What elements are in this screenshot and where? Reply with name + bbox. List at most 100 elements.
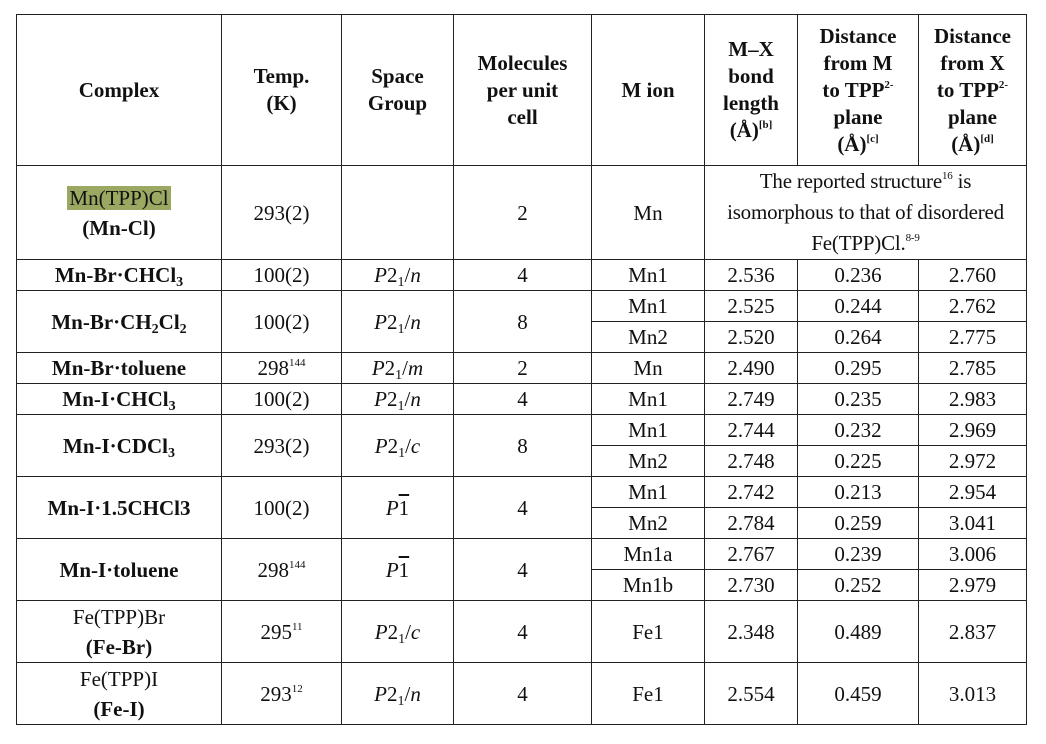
ion-cell: Mn [591, 352, 705, 384]
table-row: Mn-I·1.5CHCl3 100(2) P1 4 Mn1 2.742 0.21… [16, 476, 1027, 539]
space-group-cell: P21/c [341, 600, 454, 663]
distance-m-cell: 0.459 [797, 662, 919, 725]
distance-m-cell: 0.259 [797, 507, 919, 539]
complex-cell: Mn-Br·CHCl3 [16, 259, 222, 291]
distance-m-cell: 0.244 [797, 290, 919, 322]
note-cell: The reported structure16 is isomorphous t… [704, 165, 1027, 260]
distance-m-cell: 0.252 [797, 569, 919, 601]
temp-cell: 29312 [221, 662, 342, 725]
bond-length-cell: 2.767 [704, 538, 798, 570]
distance-x-cell: 2.972 [918, 445, 1027, 477]
distance-x-cell: 3.013 [918, 662, 1027, 725]
complex-cell: Mn-I·toluene [16, 538, 222, 601]
bond-length-cell: 2.554 [704, 662, 798, 725]
table-row: Fe(TPP)I (Fe-I) 29312 P21/n 4 Fe1 2.554 0… [16, 662, 1027, 725]
crystal-data-table: Complex Temp. (K) Space Group Molecules per… [16, 14, 1027, 725]
distance-m-cell: 0.235 [797, 383, 919, 415]
distance-x-cell: 2.954 [918, 476, 1027, 508]
bond-length-cell: 2.742 [704, 476, 798, 508]
molecules-cell: 2 [453, 352, 592, 384]
header-m-ion: M ion [591, 14, 705, 166]
temp-cell: 29511 [221, 600, 342, 663]
complex-cell: Mn-Br·CH2Cl2 [16, 290, 222, 353]
distance-x-cell: 2.837 [918, 600, 1027, 663]
temp-cell: 298144 [221, 538, 342, 601]
table-row: Mn-I·CDCl3 293(2) P21/c 8 Mn1 2.744 0.23… [16, 414, 1027, 477]
molecules-cell: 4 [453, 476, 592, 539]
ion-cell: Mn1 [591, 414, 705, 446]
distance-x-cell: 2.762 [918, 290, 1027, 322]
distance-m-cell: 0.236 [797, 259, 919, 291]
complex-cell: Fe(TPP)Br (Fe-Br) [16, 600, 222, 663]
table-row: Mn2 2.784 0.259 3.041 [17, 507, 1027, 539]
bond-length-cell: 2.490 [704, 352, 798, 384]
ion-cell: Fe1 [591, 662, 705, 725]
molecules-cell: 4 [453, 383, 592, 415]
temp-cell: 293(2) [221, 165, 342, 260]
ion-cell: Fe1 [591, 600, 705, 663]
table-row: Mn-Br·CHCl3 100(2) P21/n 4 Mn1 2.536 0.2… [16, 259, 1027, 291]
table-row: Mn-I·toluene 298144 P1 4 Mn1a 2.767 0.23… [16, 538, 1027, 601]
header-row: Complex Temp. (K) Space Group Molecules per… [16, 14, 1027, 166]
temp-cell: 100(2) [221, 476, 342, 539]
molecules-cell: 4 [453, 662, 592, 725]
header-temp: Temp. (K) [221, 14, 342, 166]
ion-cell: Mn1 [591, 476, 705, 508]
distance-x-cell: 2.775 [918, 321, 1027, 353]
distance-x-cell: 2.760 [918, 259, 1027, 291]
ion-cell: Mn2 [591, 445, 705, 477]
ion-cell: Mn1 [591, 383, 705, 415]
bond-length-cell: 2.748 [704, 445, 798, 477]
distance-x-cell: 3.041 [918, 507, 1027, 539]
bond-length-cell: 2.730 [704, 569, 798, 601]
temp-cell: 100(2) [221, 259, 342, 291]
table-row: Mn-Br·CH2Cl2 100(2) P21/n 8 Mn1 2.525 0.… [16, 290, 1027, 353]
space-group-cell: P21/n [341, 383, 454, 415]
distance-m-cell: 0.295 [797, 352, 919, 384]
distance-x-cell: 2.979 [918, 569, 1027, 601]
ion-cell: Mn1a [591, 538, 705, 570]
highlighted-text: Mn(TPP)Cl [67, 185, 171, 210]
space-group-cell: P21/c [341, 414, 454, 477]
space-group-cell: P1 [341, 476, 454, 539]
temp-cell: 100(2) [221, 290, 342, 353]
temp-cell: 298144 [221, 352, 342, 384]
ion-cell: Mn1 [591, 290, 705, 322]
complex-cell: Fe(TPP)I (Fe-I) [16, 662, 222, 725]
header-molecules: Molecules per unit cell [453, 14, 592, 166]
distance-m-cell: 0.213 [797, 476, 919, 508]
table-row: Fe(TPP)Br (Fe-Br) 29511 P21/c 4 Fe1 2.348… [16, 600, 1027, 663]
bond-length-cell: 2.749 [704, 383, 798, 415]
complex-cell: Mn-I·1.5CHCl3 [16, 476, 222, 539]
header-space-group: Space Group [341, 14, 454, 166]
bond-length-cell: 2.348 [704, 600, 798, 663]
space-group-cell: P1 [341, 538, 454, 601]
header-bond-length: M–X bond length (Å)[b] [704, 14, 798, 166]
header-complex: Complex [16, 14, 222, 166]
temp-cell: 100(2) [221, 383, 342, 415]
molecules-cell: 8 [453, 290, 592, 353]
complex-cell: Mn(TPP)Cl (Mn-Cl) [16, 165, 222, 260]
space-group-cell [341, 165, 454, 260]
molecules-cell: 4 [453, 259, 592, 291]
complex-cell: Mn-I·CDCl3 [16, 414, 222, 477]
ion-cell: Mn1b [591, 569, 705, 601]
bond-length-cell: 2.525 [704, 290, 798, 322]
ion-cell: Mn2 [591, 321, 705, 353]
distance-m-cell: 0.489 [797, 600, 919, 663]
distance-m-cell: 0.232 [797, 414, 919, 446]
space-group-cell: P21/m [341, 352, 454, 384]
molecules-cell: 8 [453, 414, 592, 477]
bond-length-cell: 2.520 [704, 321, 798, 353]
distance-x-cell: 2.983 [918, 383, 1027, 415]
ion-cell: Mn1 [591, 259, 705, 291]
bond-length-cell: 2.784 [704, 507, 798, 539]
space-group-cell: P21/n [341, 662, 454, 725]
complex-cell: Mn-I·CHCl3 [16, 383, 222, 415]
table-row: Mn-Br·toluene 298144 P21/m 2 Mn 2.490 0.… [16, 352, 1027, 384]
distance-x-cell: 2.969 [918, 414, 1027, 446]
space-group-cell: P21/n [341, 259, 454, 291]
molecules-cell: 2 [453, 165, 592, 260]
table-row: Mn1b 2.730 0.252 2.979 [17, 569, 1027, 601]
